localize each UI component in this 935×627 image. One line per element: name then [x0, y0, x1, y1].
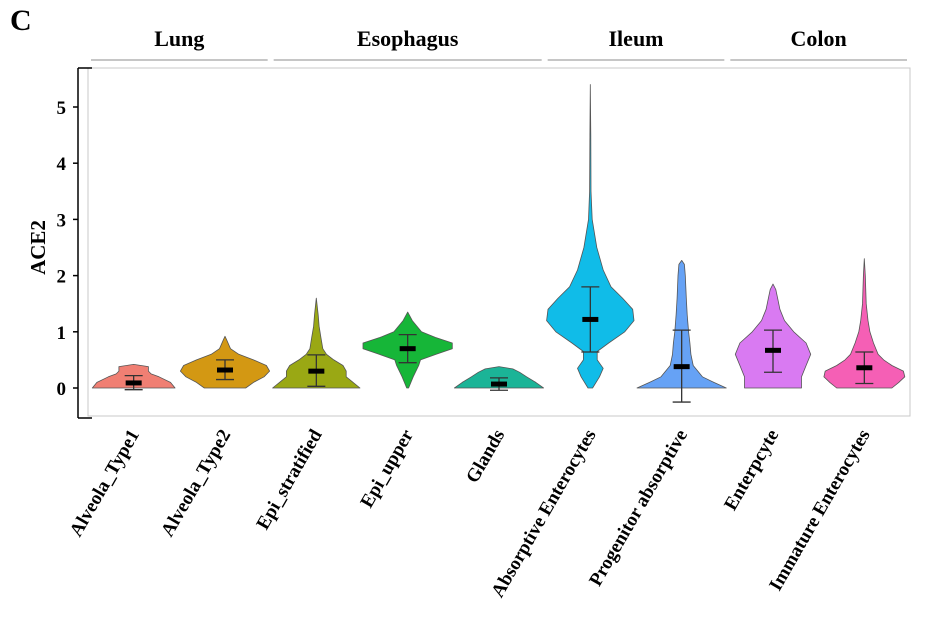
x-tick-label: Epi_upper	[357, 426, 419, 512]
mean-marker	[765, 347, 781, 353]
x-tick-label: Epi_stratified	[253, 426, 327, 534]
mean-marker	[399, 346, 416, 352]
mean-marker	[673, 364, 690, 370]
mean-marker	[582, 316, 599, 322]
panel-label: C	[10, 4, 32, 37]
x-tick-label: Absorptive Enterocytes	[487, 426, 600, 601]
x-tick-label: Glands	[462, 426, 509, 487]
mean-marker	[308, 368, 325, 374]
x-tick-label: Enterpcyte	[720, 426, 783, 514]
group-label: Colon	[791, 26, 847, 51]
mean-marker	[856, 365, 873, 371]
y-tick-label: 3	[57, 210, 67, 231]
y-tick-label: 4	[57, 154, 67, 175]
y-tick-label: 1	[57, 323, 67, 344]
y-tick-label: 5	[57, 98, 67, 119]
violin-body	[636, 260, 727, 389]
group-label: Lung	[154, 26, 204, 51]
violin-body	[823, 258, 906, 389]
x-tick-label: Alveola_Type1	[66, 426, 144, 540]
group-label: Ileum	[609, 26, 664, 51]
plot-frame	[87, 67, 911, 417]
mean-marker	[491, 381, 507, 387]
x-tick-label: Progenitor absorptive	[585, 426, 692, 590]
y-tick-label: 0	[57, 379, 67, 400]
mean-marker	[217, 367, 233, 373]
y-axis-label: ACE2	[26, 220, 50, 275]
x-tick-label: Alveola_Type2	[157, 426, 235, 540]
y-tick-label: 2	[57, 267, 67, 288]
violin-body	[546, 84, 635, 389]
violin-body	[272, 297, 361, 389]
x-tick-label: Immature Enterocytes	[765, 426, 874, 594]
group-label: Esophagus	[357, 26, 459, 51]
mean-marker	[125, 380, 142, 386]
